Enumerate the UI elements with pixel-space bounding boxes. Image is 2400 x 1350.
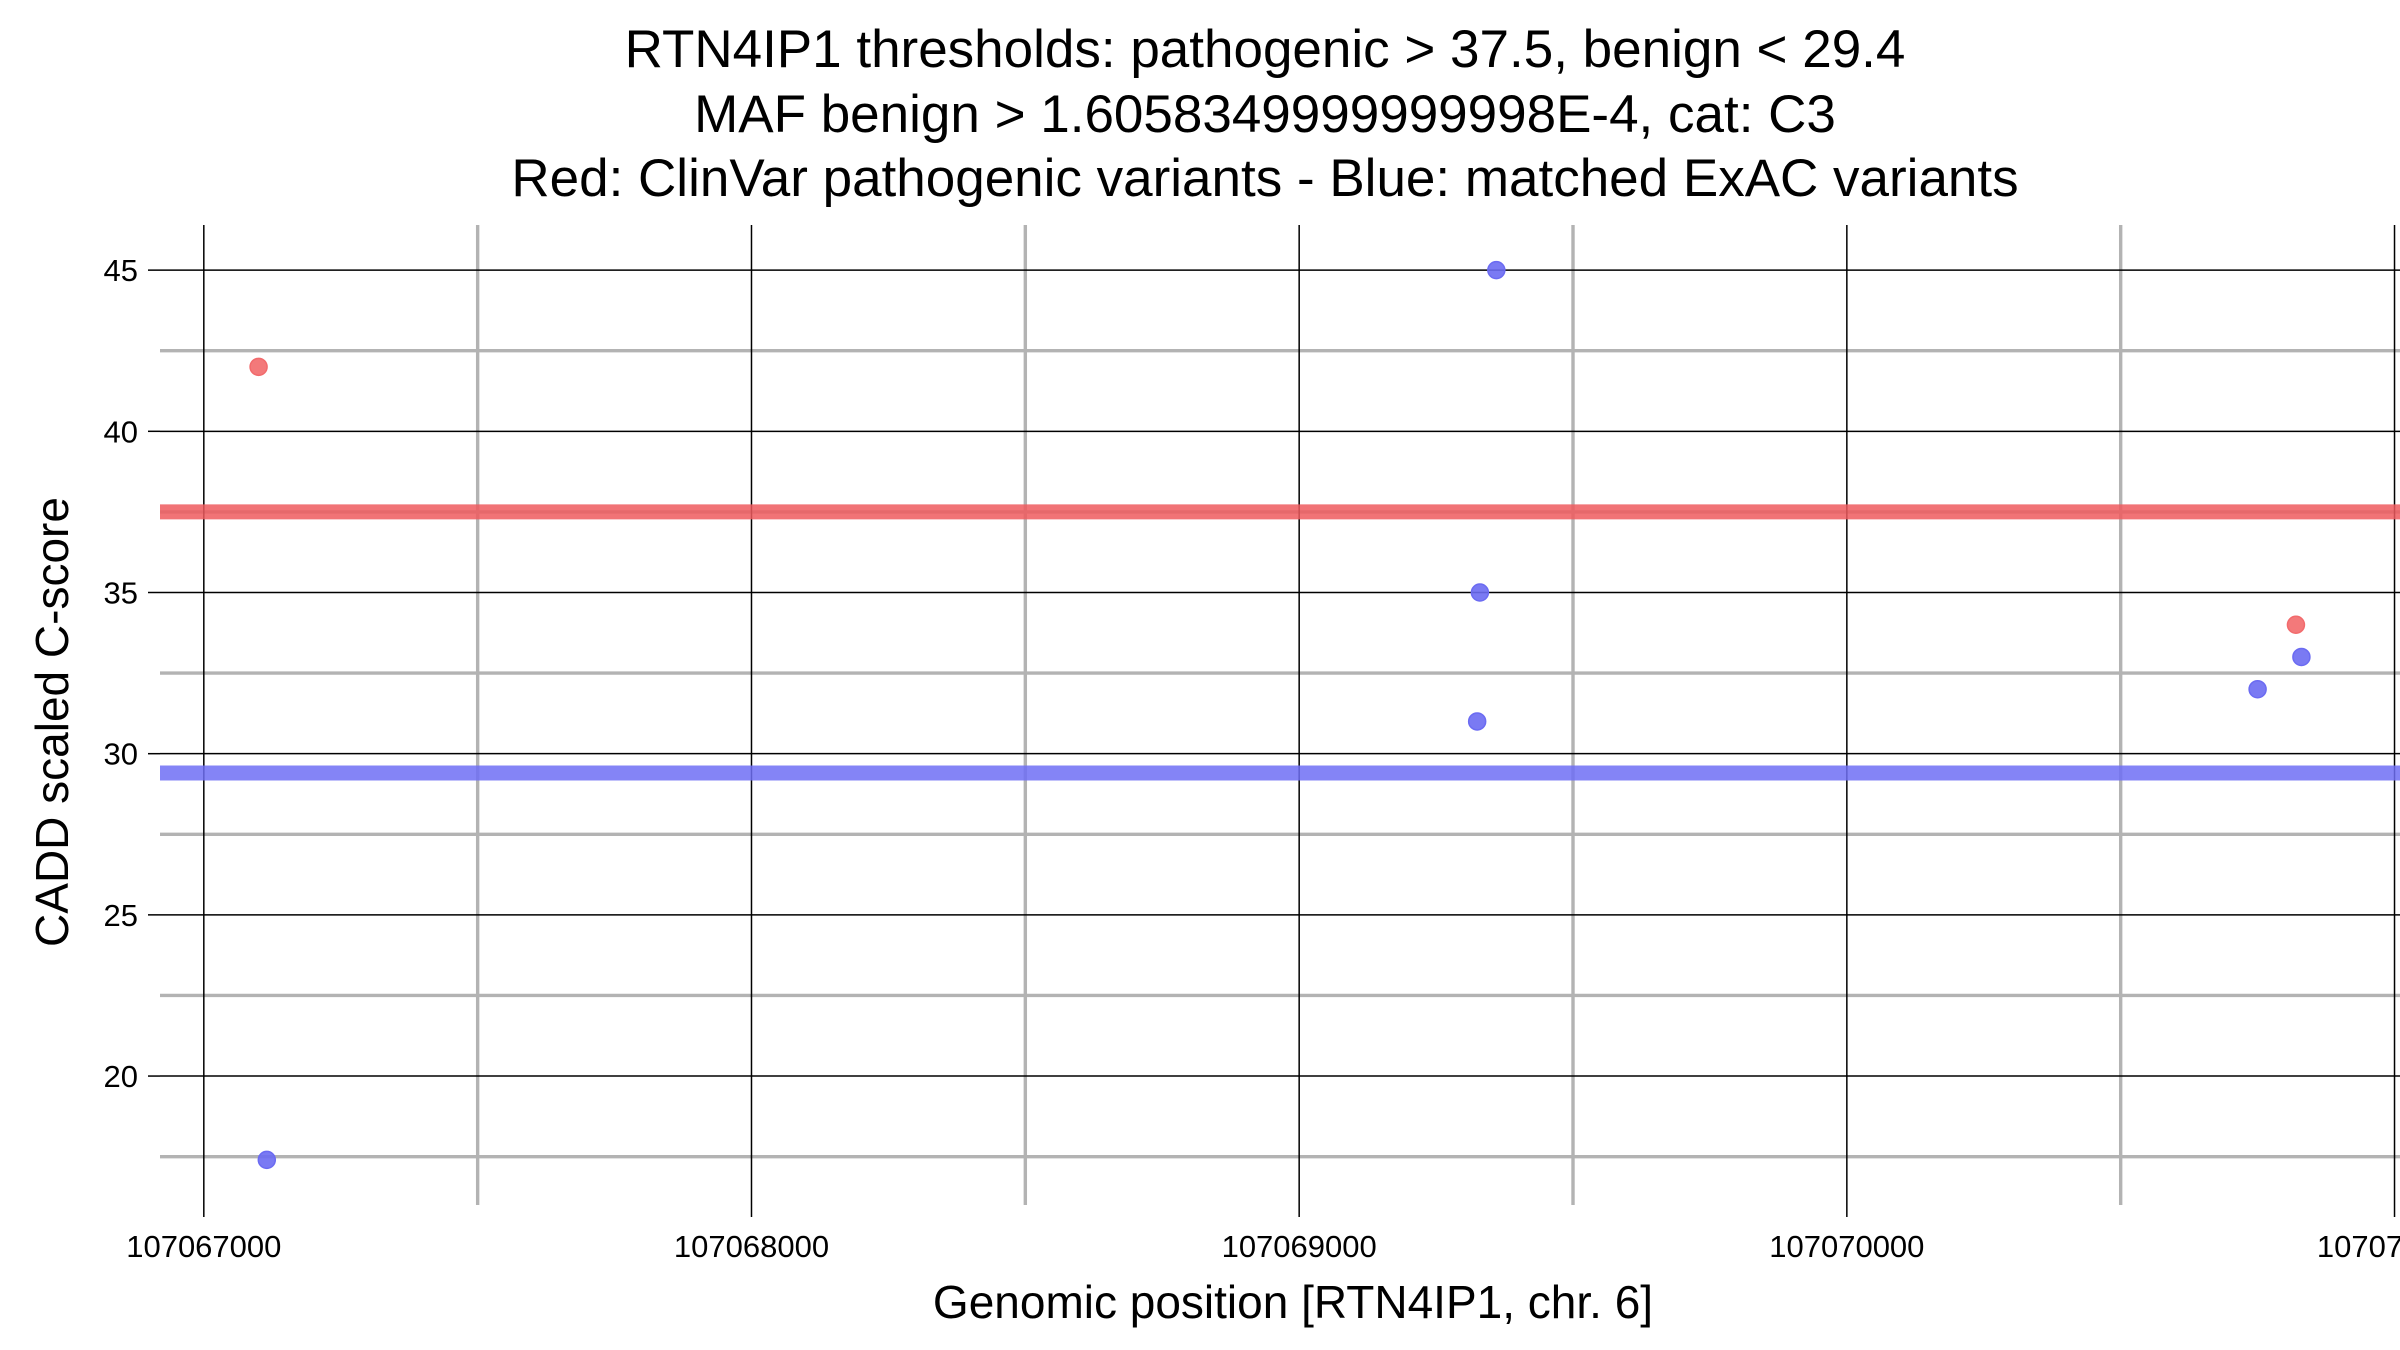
y-axis-title: CADD scaled C-score xyxy=(26,497,78,947)
y-tick-label: 45 xyxy=(104,253,138,288)
x-tick-label: 107067000 xyxy=(126,1229,281,1264)
data-point xyxy=(1467,712,1487,731)
x-tick-label: 107068000 xyxy=(674,1229,829,1264)
threshold-lines xyxy=(160,504,2400,781)
major-grid xyxy=(160,225,2400,1205)
x-tick-label: 107069000 xyxy=(1222,1229,1377,1264)
title-line-1: RTN4IP1 thresholds: pathogenic > 37.5, b… xyxy=(625,20,1906,79)
y-tick-label: 40 xyxy=(104,414,138,449)
y-tick-label: 25 xyxy=(104,898,138,933)
y-tick-label: 35 xyxy=(104,576,138,611)
data-point xyxy=(1470,583,1490,602)
data-point xyxy=(2248,679,2267,699)
data-point xyxy=(257,1150,277,1170)
y-tick-label: 30 xyxy=(104,737,138,772)
x-axis-title: Genomic position [RTN4IP1, chr. 6] xyxy=(933,1276,1653,1328)
data-point xyxy=(2292,647,2311,667)
data-point xyxy=(2286,615,2306,634)
y-axis-ticks: 20 25 30 35 40 45 xyxy=(104,253,160,1094)
data-points xyxy=(249,260,2311,1170)
x-tick-label: 107070000 xyxy=(1769,1229,1924,1264)
title-line-3: Red: ClinVar pathogenic variants - Blue:… xyxy=(511,149,2018,208)
chart-title: RTN4IP1 thresholds: pathogenic > 37.5, b… xyxy=(511,20,2018,208)
data-point xyxy=(249,357,268,377)
y-tick-label: 20 xyxy=(104,1059,138,1094)
x-tick-label: 107071000 xyxy=(2317,1229,2400,1264)
title-line-2: MAF benign > 1.6058349999999998E-4, cat:… xyxy=(694,85,1836,144)
minor-grid xyxy=(160,225,2400,1205)
x-axis-ticks: 107067000 107068000 107069000 107070000 1070… xyxy=(126,1205,2400,1264)
data-point xyxy=(1487,260,1506,280)
